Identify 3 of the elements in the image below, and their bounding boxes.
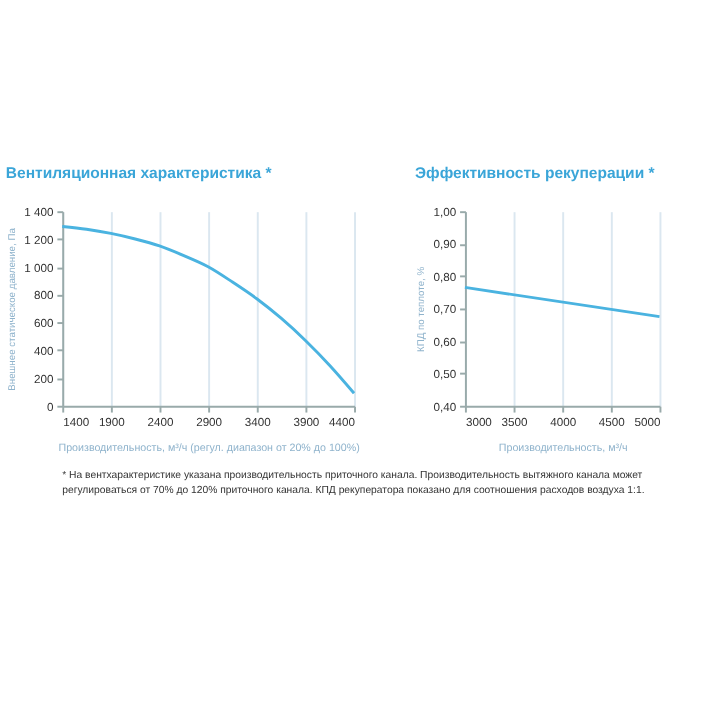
chart-title: Вентиляционная характеристика * [5, 164, 274, 183]
chart-title: Эффективность рекуперации * [414, 164, 657, 183]
line-series [60, 225, 356, 395]
